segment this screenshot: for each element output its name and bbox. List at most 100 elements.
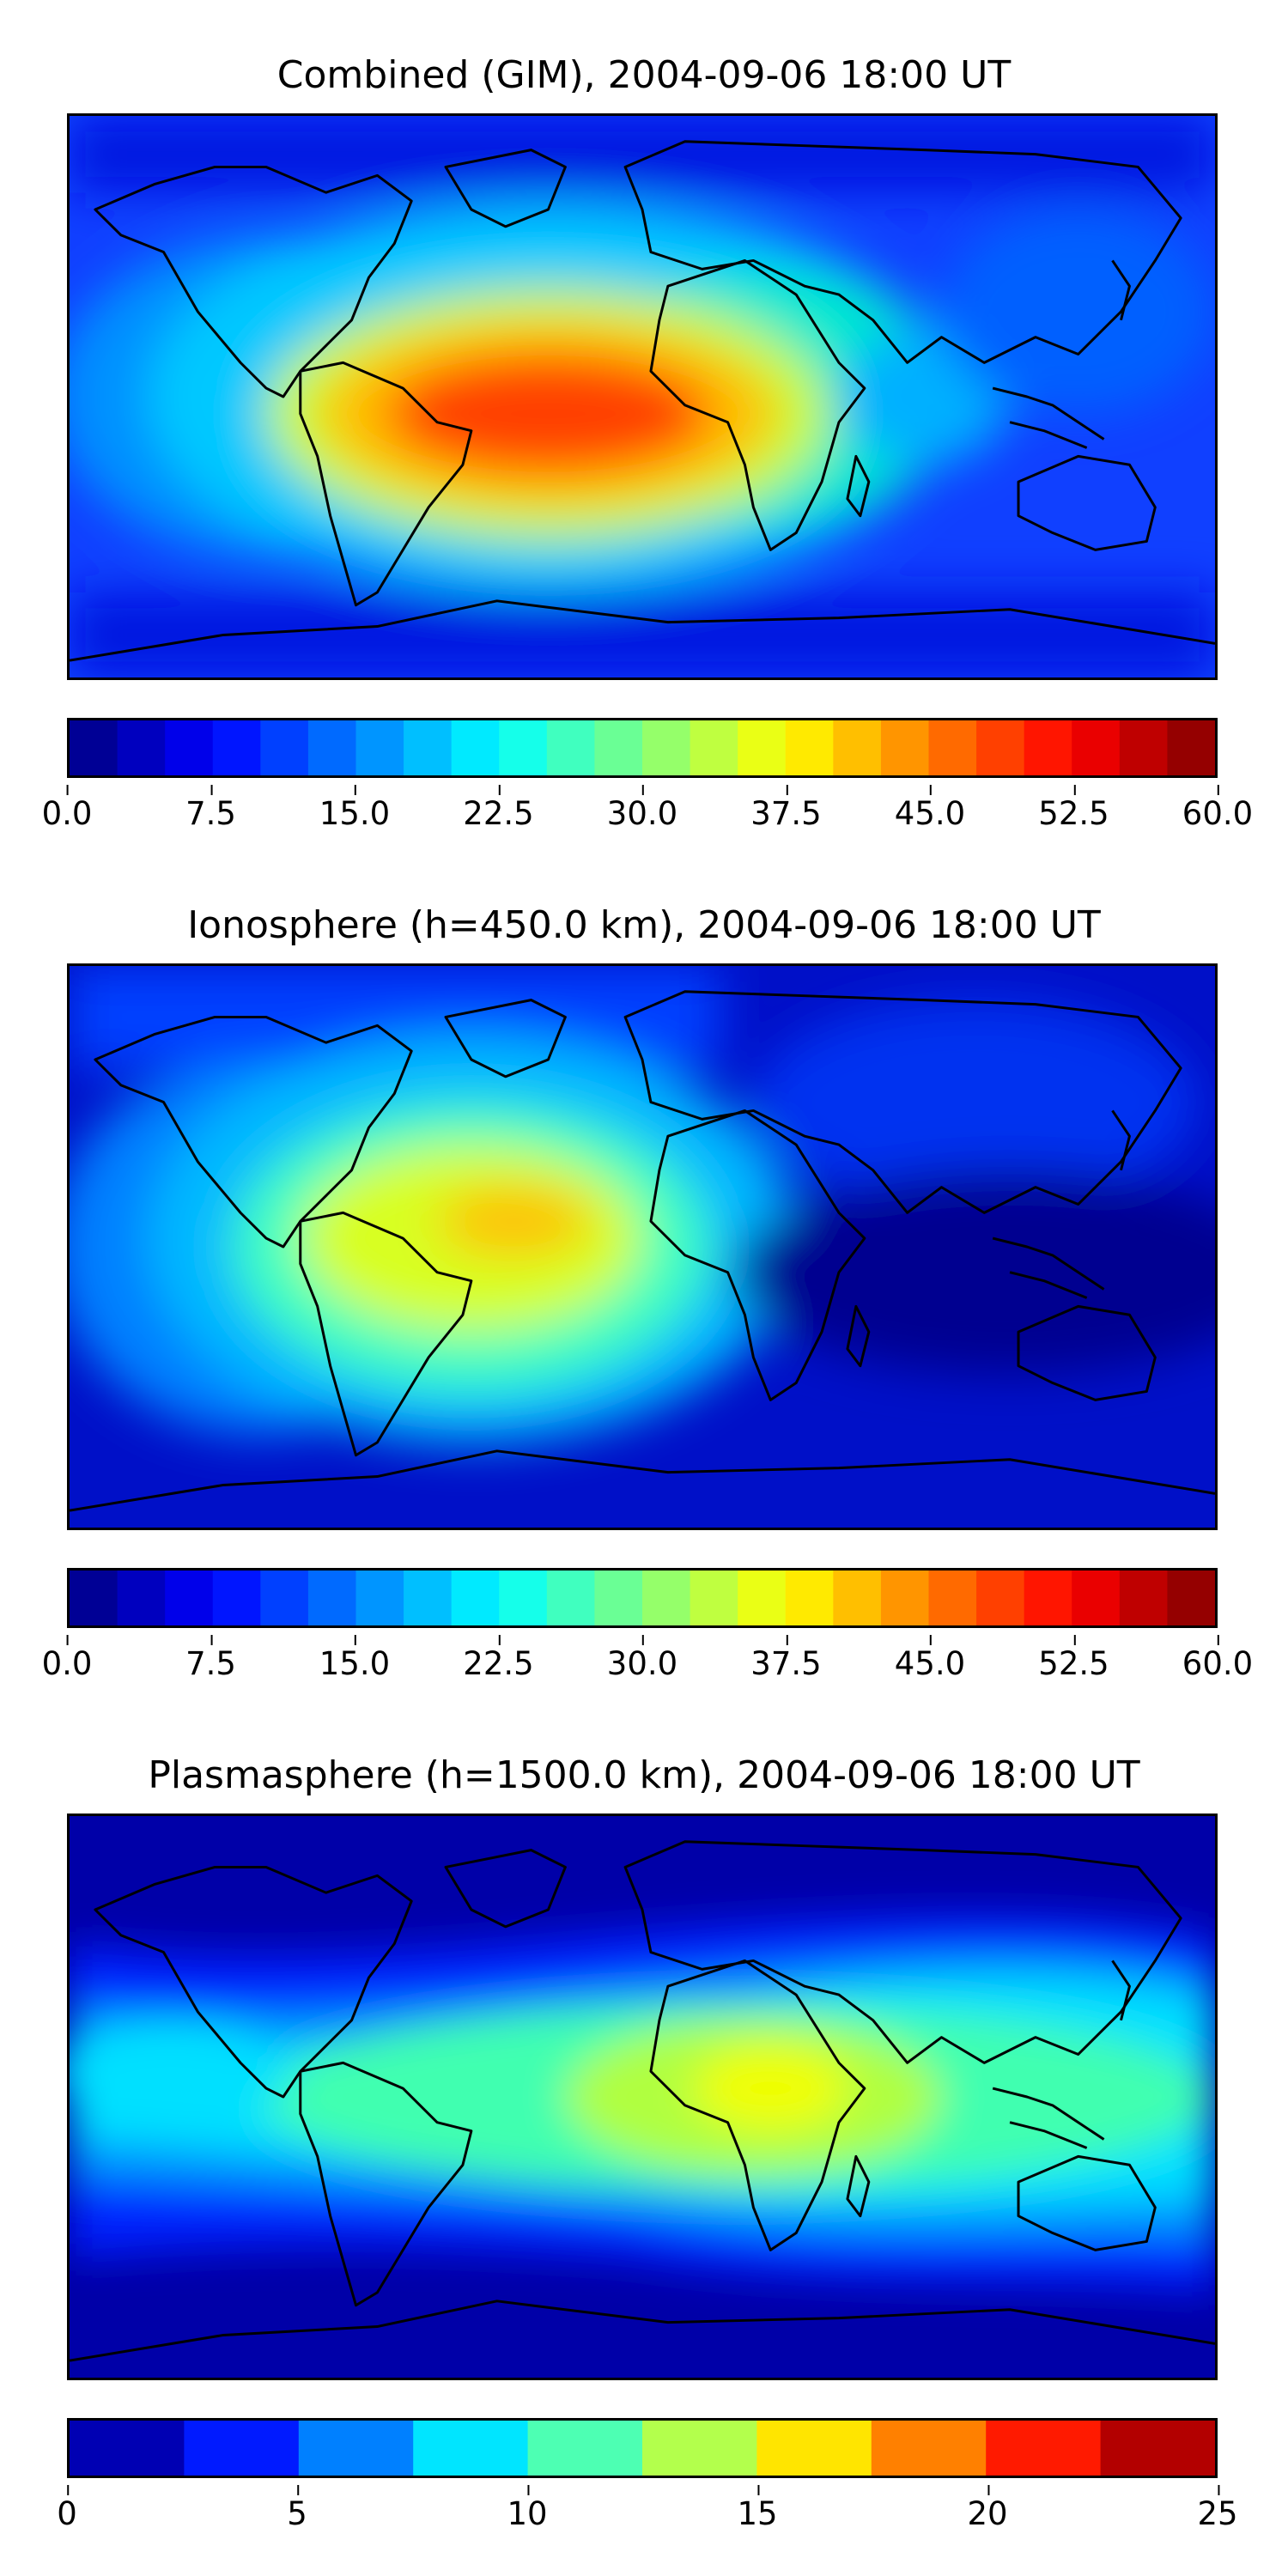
- field-maximum: [386, 354, 711, 474]
- coastline-japan: [1111, 1959, 1131, 2021]
- colorbar-segment: [184, 2421, 300, 2476]
- coastline-south-america: [299, 2061, 473, 2307]
- colorbar-segment: [165, 1571, 214, 1625]
- colorbar-segment: [785, 1571, 834, 1625]
- coastline-australia: [1017, 1304, 1157, 1401]
- colorbar-tick: 52.5: [1038, 1635, 1109, 1682]
- colorbar-segment: [307, 720, 357, 775]
- chart-title: Combined (GIM), 2004-09-06 18:00 UT: [276, 53, 1012, 97]
- colorbar-segment: [594, 720, 643, 775]
- map-plot-area: [67, 963, 1218, 1530]
- map-svg: [70, 966, 1215, 1528]
- coastline-eurasia: [623, 140, 1182, 364]
- colorbar-segment: [976, 720, 1025, 775]
- colorbar-tick: 25: [1197, 2485, 1238, 2532]
- colorbar-segment: [70, 720, 118, 775]
- colorbar-segment: [880, 1571, 930, 1625]
- colorbar-segment: [690, 1571, 738, 1625]
- colorbar-segment: [756, 2421, 872, 2476]
- field-high-latitude-south: [70, 592, 1215, 677]
- colorbar-tick: 37.5: [750, 1635, 822, 1682]
- colorbar-segment: [642, 2421, 757, 2476]
- chart-title: Ionosphere (h=450.0 km), 2004-09-06 18:0…: [187, 903, 1101, 947]
- map-field: [70, 1915, 1215, 2293]
- colorbar-segment: [451, 1571, 500, 1625]
- colorbar-segment: [451, 720, 500, 775]
- colorbar-tick: 7.5: [185, 1635, 236, 1682]
- colorbar-segment: [928, 1571, 977, 1625]
- field-asia-low: [941, 210, 1215, 414]
- colorbar-segment: [1119, 720, 1169, 775]
- colorbar-ticks: 0.0 7.5 15.0 22.5 30.0 37.5 45.0 52.5 60…: [42, 1635, 1253, 1697]
- colorbar-segment: [212, 1571, 261, 1625]
- colorbar-segment: [355, 720, 404, 775]
- colorbar-segment: [1024, 720, 1072, 775]
- coastline-japan: [1111, 1109, 1131, 1171]
- colorbar-segment: [404, 720, 453, 775]
- colorbar-segment: [499, 1571, 548, 1625]
- field-cyan-west: [70, 2020, 292, 2123]
- colorbar-segment: [738, 1571, 787, 1625]
- coastline-south-america: [299, 361, 473, 607]
- colorbar-segment: [1072, 720, 1121, 775]
- colorbar-segment: [1119, 1571, 1169, 1625]
- colorbar-tick: 20: [967, 2485, 1008, 2532]
- map-plot-area: [67, 113, 1218, 680]
- field-maximum: [693, 2045, 848, 2131]
- colorbar-segment: [833, 1571, 882, 1625]
- coastline-antarctica: [70, 2300, 1215, 2362]
- coastline-madagascar: [846, 454, 871, 518]
- coastline-antarctica: [70, 599, 1215, 662]
- coastline-africa: [649, 1959, 866, 2251]
- coastline-greenland: [444, 149, 567, 228]
- colorbar: [67, 718, 1218, 778]
- colorbar-segment: [117, 1571, 166, 1625]
- colorbar-ticks: 0 5 10 15 20 25: [57, 2485, 1238, 2547]
- coastline-north-america: [94, 165, 413, 398]
- colorbar-tick: 7.5: [185, 785, 236, 832]
- coastline-north-america: [94, 1015, 413, 1249]
- colorbar-segment: [928, 720, 977, 775]
- chart-title: Plasmasphere (h=1500.0 km), 2004-09-06 1…: [148, 1753, 1140, 1797]
- colorbar-tick: 15: [737, 2485, 778, 2532]
- colorbar-tick: 15.0: [319, 785, 391, 832]
- coastline-north-america: [94, 1865, 413, 2099]
- colorbar-tick: 15.0: [319, 1635, 391, 1682]
- coastline-eurasia: [623, 1840, 1182, 2064]
- colorbar-segment: [594, 1571, 643, 1625]
- coastline-eurasia: [623, 990, 1182, 1214]
- field-maximum: [437, 1187, 592, 1255]
- colorbar-tick: 45.0: [894, 785, 966, 832]
- colorbar-segment: [165, 720, 214, 775]
- colorbar-tick: 30.0: [606, 1635, 678, 1682]
- colorbar-segment: [527, 2421, 643, 2476]
- coastline-indonesia: [992, 386, 1105, 449]
- colorbar-segment: [976, 1571, 1025, 1625]
- colorbar-segment: [1072, 1571, 1121, 1625]
- coastline-indonesia: [992, 1236, 1105, 1299]
- colorbar-segment: [298, 2421, 414, 2476]
- colorbar-segment: [70, 1571, 118, 1625]
- colorbar-tick: 37.5: [750, 785, 822, 832]
- colorbar-segment: [1100, 2421, 1215, 2476]
- field-nightside-minimum: [736, 1170, 1215, 1375]
- colorbar-segment: [986, 2421, 1102, 2476]
- colorbar-tick: 45.0: [894, 1635, 966, 1682]
- coastline-south-america: [299, 1211, 473, 1457]
- coastlines: [70, 990, 1215, 1512]
- colorbar-segment: [546, 720, 596, 775]
- colorbar-tick: 0: [57, 2485, 77, 2532]
- colorbar-segment: [880, 720, 930, 775]
- colorbar-tick: 52.5: [1038, 785, 1109, 832]
- colorbar-segment: [355, 1571, 404, 1625]
- colorbar-svg: [70, 2421, 1215, 2476]
- colorbar-segment: [546, 1571, 596, 1625]
- colorbar-segment: [404, 1571, 453, 1625]
- colorbar-tick: 60.0: [1182, 785, 1254, 832]
- coastlines: [70, 140, 1215, 662]
- colorbar-segment: [260, 1571, 309, 1625]
- colorbar-svg: [70, 720, 1215, 775]
- coastline-australia: [1017, 454, 1157, 551]
- colorbar-segment: [1024, 1571, 1072, 1625]
- colorbar-tick: 22.5: [463, 1635, 534, 1682]
